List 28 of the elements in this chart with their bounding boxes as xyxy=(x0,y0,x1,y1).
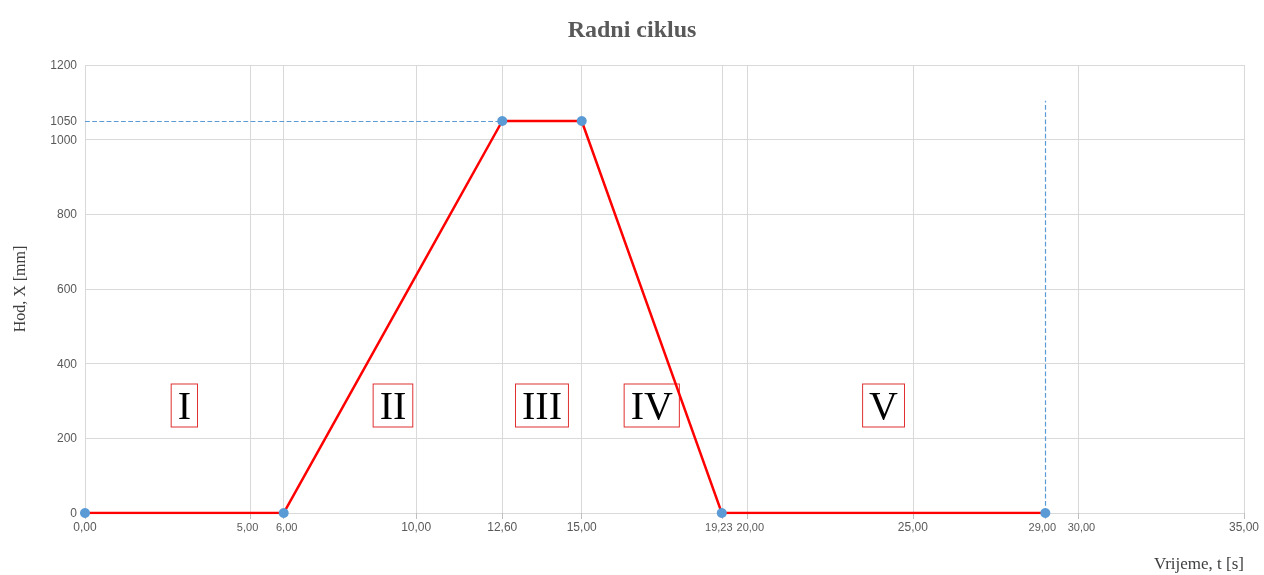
y-tick-label: 0 xyxy=(70,506,78,520)
x-tick-label: 0,00 xyxy=(73,520,97,534)
y-tick-label: 400 xyxy=(56,356,78,371)
x-tick-label: 20,00 xyxy=(736,520,765,533)
x-tick-label: 19,23 xyxy=(705,520,733,533)
chart-title: Radni ciklus xyxy=(567,16,697,42)
x-tick-label: 5,00 xyxy=(236,520,259,533)
annotation: I xyxy=(177,382,192,428)
y-tick-label: 600 xyxy=(56,282,78,296)
y-tick-label: 1200 xyxy=(50,58,78,72)
annotation: II xyxy=(379,382,407,428)
x-tick-label: 29,00 xyxy=(1028,520,1057,533)
x-axis-title: Vrijeme, t [s] xyxy=(1153,554,1244,573)
y-tick-label: 1050 xyxy=(50,114,78,128)
y-tick-label: 800 xyxy=(56,207,78,222)
x-tick-label: 30,00 xyxy=(1067,520,1096,533)
x-tick-label: 25,00 xyxy=(897,520,929,534)
y-tick-label: 1000 xyxy=(50,132,78,147)
y-tick-label: 200 xyxy=(56,431,78,446)
x-tick-label: 10,00 xyxy=(401,520,432,534)
annotation: IV xyxy=(630,382,673,428)
x-tick-label: 35,00 xyxy=(1228,520,1260,534)
x-tick-label: 15,00 xyxy=(566,520,598,534)
annotation: V xyxy=(869,382,899,428)
y-axis-title: Hod, X [mm] xyxy=(10,245,28,333)
x-tick-label: 12,60 xyxy=(487,520,518,534)
x-tick-label: 6,00 xyxy=(275,520,298,533)
annotation: III xyxy=(521,382,562,428)
